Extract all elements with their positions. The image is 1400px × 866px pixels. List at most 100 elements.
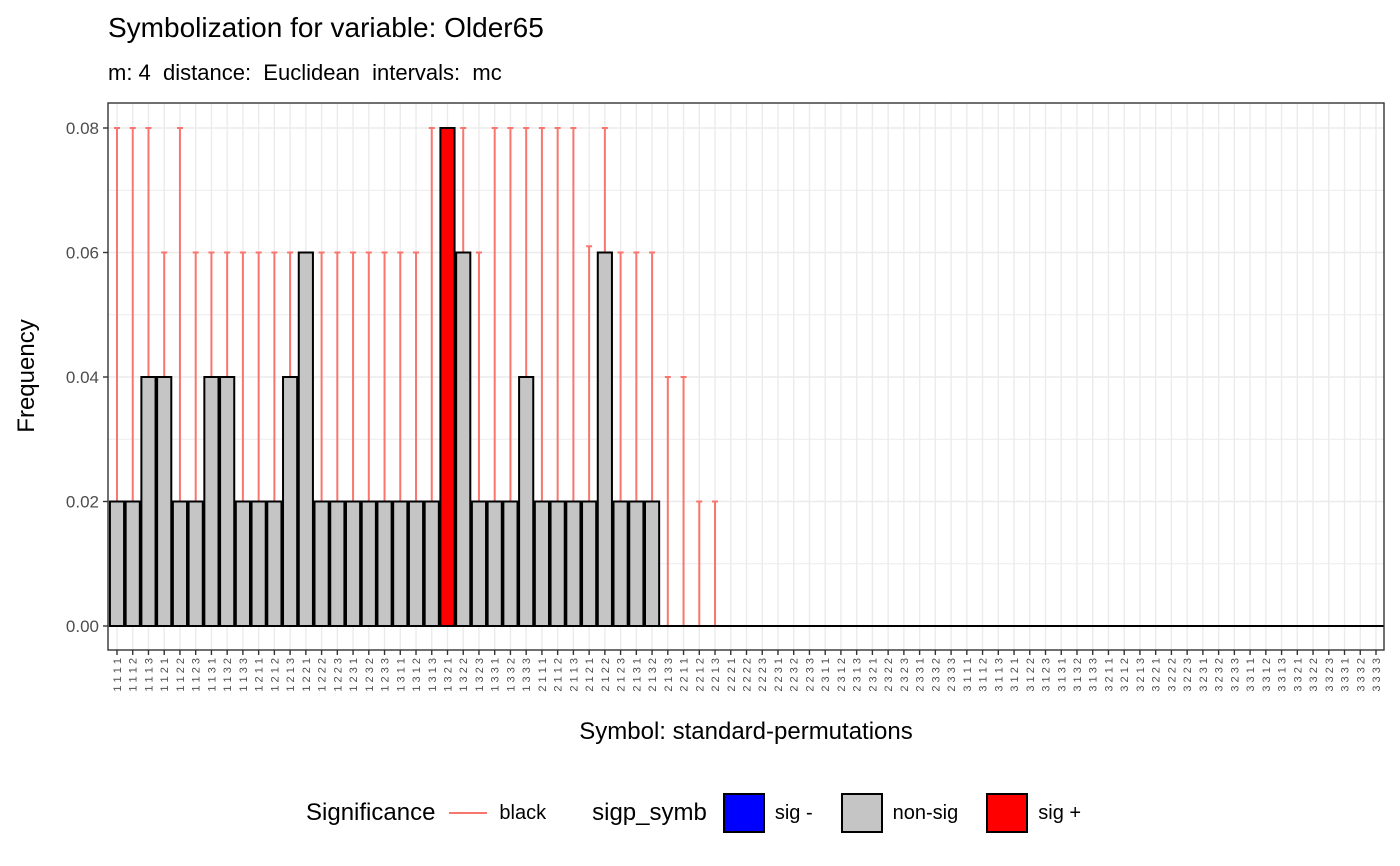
legend-key-non-sig xyxy=(840,793,883,833)
y-tick-label: 0.00 xyxy=(66,617,99,636)
x-tick-label: 1 3 1 1 xyxy=(395,658,407,692)
x-tick-label: 1 2 3 1 xyxy=(348,658,360,692)
x-tick-label: 3 2 3 2 xyxy=(1214,658,1226,692)
bar xyxy=(140,376,157,627)
bar xyxy=(628,500,645,627)
y-tick-label: 0.02 xyxy=(66,493,99,512)
x-tick-label: 3 3 2 2 xyxy=(1308,658,1320,692)
x-tick-label: 3 1 1 1 xyxy=(962,658,974,692)
legend-key-sig-plus xyxy=(986,793,1029,833)
x-tick-label: 3 1 3 3 xyxy=(1088,658,1100,692)
x-tick-label: 2 3 3 2 xyxy=(930,658,942,692)
bar xyxy=(643,500,661,627)
bar xyxy=(423,500,440,627)
x-tick-label: 3 2 3 3 xyxy=(1229,658,1241,692)
x-tick-label: 1 1 1 1 xyxy=(112,658,124,692)
x-tick-label: 2 1 3 3 xyxy=(663,658,675,692)
x-tick-label: 2 1 1 1 xyxy=(537,658,549,692)
x-tick-label: 1 1 2 1 xyxy=(159,658,171,692)
x-tick-label: 3 2 1 1 xyxy=(1103,658,1115,692)
bar xyxy=(344,500,362,627)
x-tick-label: 1 3 1 3 xyxy=(427,658,439,692)
bar xyxy=(518,376,535,627)
x-tick-label: 2 3 1 3 xyxy=(852,658,864,692)
x-tick-label: 1 3 2 1 xyxy=(442,658,454,692)
x-tick-label: 2 2 2 2 xyxy=(742,658,754,692)
significance-legend-title: Significance xyxy=(306,799,436,826)
x-tick-label: 1 1 1 2 xyxy=(128,658,140,692)
x-tick-label: 3 1 2 2 xyxy=(1025,658,1037,692)
bar xyxy=(108,500,126,627)
legend-label-non-sig: non-sig xyxy=(892,801,959,824)
x-tick-label: 2 2 3 3 xyxy=(804,658,816,692)
x-tick-label: 1 3 1 2 xyxy=(411,658,423,692)
x-tick-label: 3 3 1 1 xyxy=(1245,658,1257,692)
bar xyxy=(360,500,377,627)
x-tick-label: 2 2 3 2 xyxy=(789,658,801,692)
x-tick-label: 3 3 1 3 xyxy=(1277,658,1289,692)
bar xyxy=(565,500,582,627)
x-tick-label: 1 1 2 3 xyxy=(191,658,203,692)
chart-title: Symbolization for variable: Older65 xyxy=(108,12,544,43)
x-tick-label: 1 3 2 3 xyxy=(474,658,486,692)
x-tick-label: 1 1 3 2 xyxy=(222,658,234,692)
x-tick-label: 2 3 1 1 xyxy=(820,658,832,692)
bar xyxy=(455,251,472,627)
bar xyxy=(549,500,566,627)
bar xyxy=(486,500,503,627)
x-tick-label: 3 1 3 2 xyxy=(1072,658,1084,692)
bar xyxy=(234,500,251,627)
x-tick-label: 3 3 3 3 xyxy=(1371,658,1383,692)
x-tick-label: 3 2 2 2 xyxy=(1166,658,1178,692)
bar xyxy=(219,376,236,627)
x-tick-label: 2 1 2 2 xyxy=(600,658,612,692)
x-tick-label: 1 3 2 2 xyxy=(458,658,470,692)
x-tick-label: 1 3 3 2 xyxy=(505,658,517,692)
x-tick-label: 3 3 3 2 xyxy=(1355,658,1367,692)
x-tick-label: 2 2 2 1 xyxy=(726,658,738,692)
x-tick-label: 2 1 2 1 xyxy=(584,658,596,692)
bar xyxy=(250,500,267,627)
x-tick-label: 1 2 3 2 xyxy=(364,658,376,692)
x-tick-label: 3 2 2 3 xyxy=(1182,658,1194,692)
x-tick-label: 1 2 1 1 xyxy=(254,658,266,692)
x-tick-label: 1 1 2 2 xyxy=(175,658,187,692)
bar xyxy=(392,500,409,627)
x-tick-label: 3 1 1 3 xyxy=(993,658,1005,692)
x-tick-label: 2 2 1 1 xyxy=(679,658,691,692)
bar xyxy=(470,500,488,627)
y-tick-label: 0.06 xyxy=(66,244,99,263)
bar xyxy=(156,376,173,627)
x-tick-label: 1 3 3 1 xyxy=(490,658,502,692)
x-tick-label: 3 3 2 3 xyxy=(1324,658,1336,692)
x-tick-label: 3 3 2 1 xyxy=(1292,658,1304,692)
errorbar-legend-key xyxy=(445,793,491,833)
x-tick-label: 2 1 1 2 xyxy=(553,658,565,692)
x-tick-label: 3 1 2 1 xyxy=(1009,658,1021,692)
bar xyxy=(313,500,330,627)
x-tick-label: 1 2 1 2 xyxy=(269,658,281,692)
x-tick-label: 1 1 3 1 xyxy=(206,658,218,692)
x-tick-label: 3 2 2 1 xyxy=(1151,658,1163,692)
x-tick-label: 2 1 1 3 xyxy=(568,658,580,692)
x-tick-label: 2 3 3 3 xyxy=(946,658,958,692)
x-tick-label: 2 1 3 1 xyxy=(631,658,643,692)
bar xyxy=(439,127,456,627)
x-tick-label: 2 3 2 2 xyxy=(883,658,895,692)
legend: Significance black sigp_symb sig - non-s… xyxy=(306,788,1103,838)
y-tick-label: 0.08 xyxy=(66,119,99,138)
x-tick-label: 1 2 2 3 xyxy=(332,658,344,692)
bar xyxy=(407,500,425,627)
x-tick-label: 1 1 1 3 xyxy=(143,658,155,692)
x-tick-label: 1 2 1 3 xyxy=(285,658,297,692)
x-tick-label: 1 2 2 2 xyxy=(317,658,329,692)
bar xyxy=(171,500,189,627)
x-tick-label: 1 2 2 1 xyxy=(301,658,313,692)
chart-subtitle: m: 4 distance: Euclidean intervals: mc xyxy=(108,60,502,85)
x-tick-label: 2 2 1 2 xyxy=(694,658,706,692)
x-tick-label: 3 3 3 1 xyxy=(1340,658,1352,692)
significance-legend-label: black xyxy=(499,801,547,824)
x-tick-label: 3 2 1 2 xyxy=(1119,658,1131,692)
x-tick-label: 1 1 3 3 xyxy=(238,658,250,692)
